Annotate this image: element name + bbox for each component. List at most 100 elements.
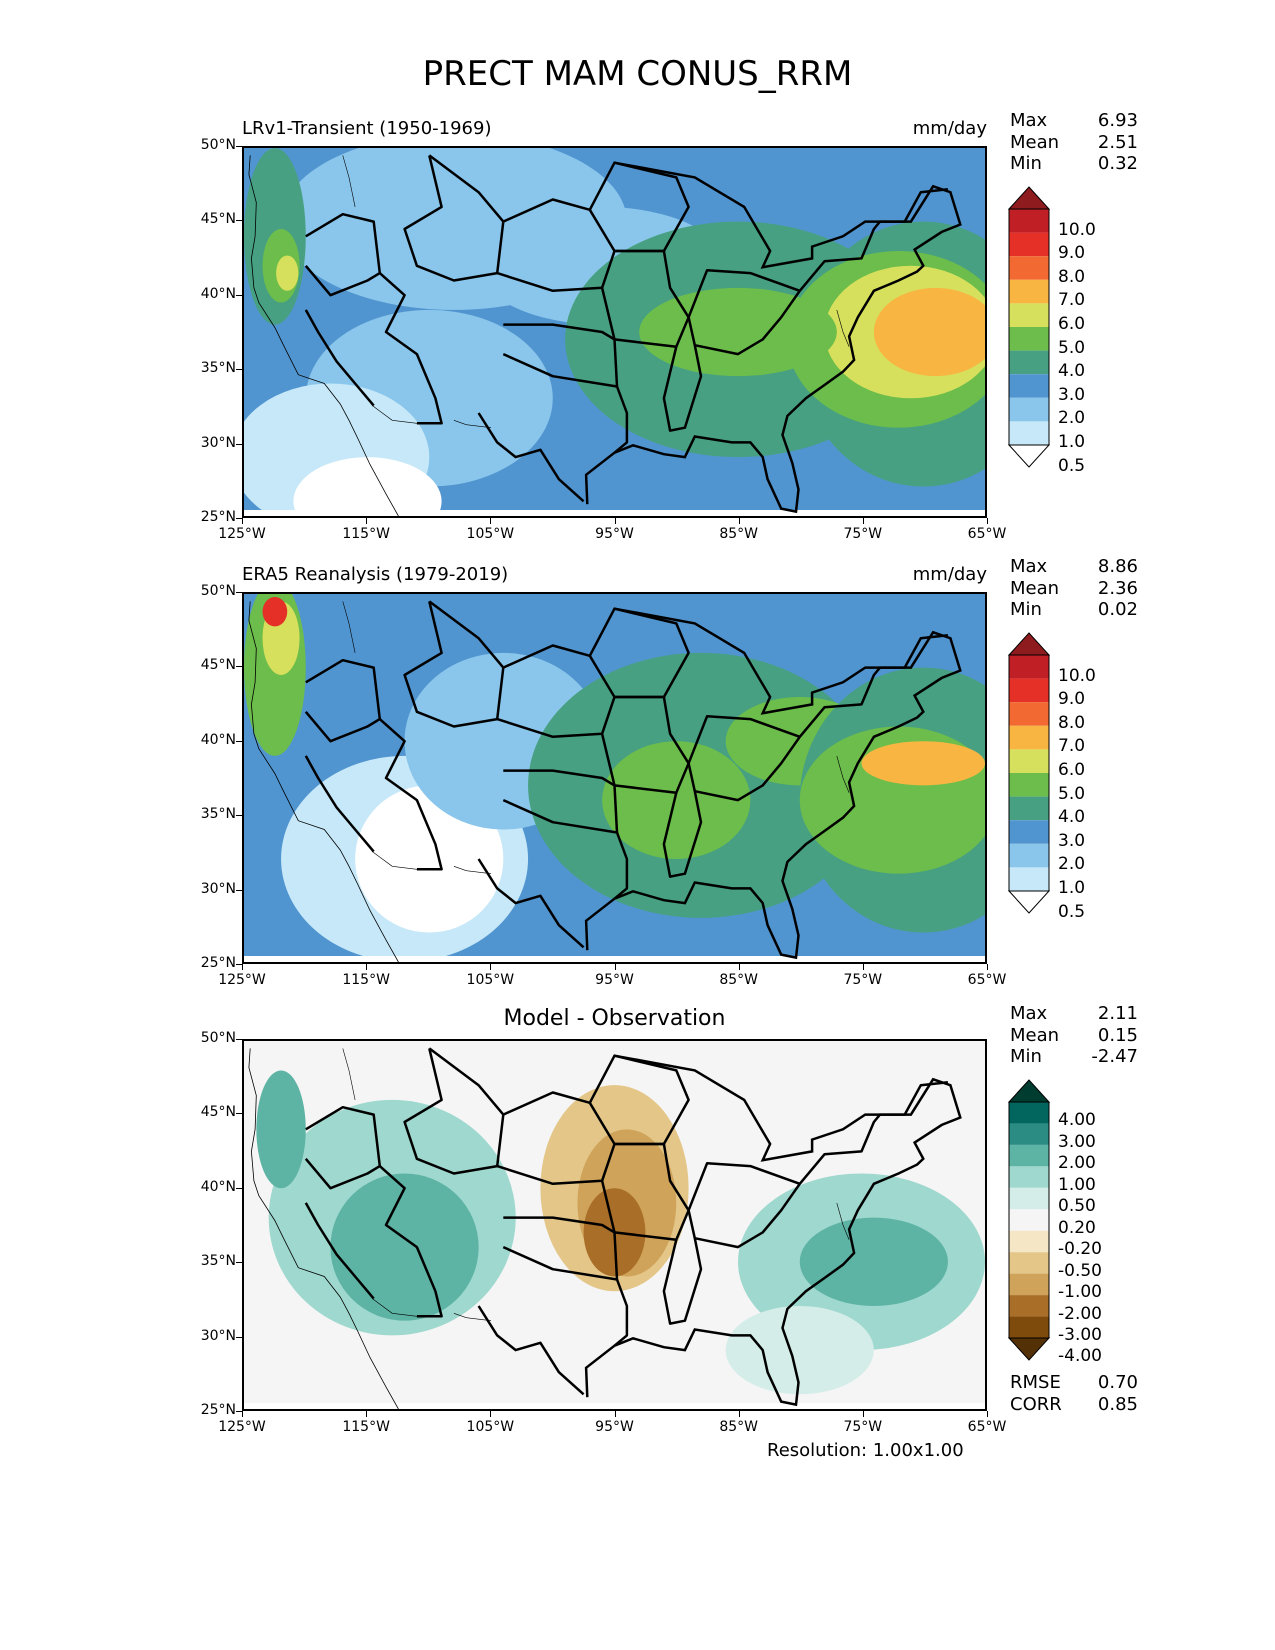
- basin-boundary: [403, 600, 505, 728]
- stat-row: Min 0.32: [1010, 153, 1138, 175]
- x-tick-label: 95°W: [595, 526, 634, 542]
- colorbar-label: 0.5: [1058, 455, 1086, 476]
- x-tick-label: 125°W: [218, 972, 266, 988]
- stat-row: Max 6.93: [1010, 110, 1138, 132]
- y-tick-mark: [236, 592, 242, 593]
- colorbar-segment: [1009, 725, 1049, 750]
- colorbar-segment: [1009, 1252, 1049, 1274]
- x-tick-label: 85°W: [719, 526, 758, 542]
- y-tick-mark: [236, 666, 242, 668]
- y-tick-mark: [236, 815, 242, 817]
- basin-boundary: [687, 268, 802, 356]
- colorbar-segment: [1009, 421, 1049, 445]
- stat-label: Max: [1010, 110, 1048, 131]
- border-line: [453, 866, 492, 874]
- colorbar: [1007, 1079, 1051, 1361]
- x-tick-mark: [738, 1411, 740, 1417]
- colorbar-label: 10.0: [1058, 219, 1096, 240]
- colorbar-segment: [1009, 327, 1049, 351]
- x-tick-label: 85°W: [719, 1419, 758, 1435]
- metric-label: RMSE: [1010, 1372, 1061, 1393]
- stat-label: Min: [1010, 599, 1042, 620]
- border-line: [453, 1313, 492, 1321]
- stat-label: Mean: [1010, 1024, 1060, 1046]
- y-tick-mark: [236, 220, 242, 222]
- contour-region: [873, 287, 985, 377]
- colorbar-segment: [1009, 1102, 1049, 1124]
- colorbar-extend-top: [1007, 186, 1051, 210]
- coastline-west: [248, 1048, 399, 1409]
- coastline-east: [584, 607, 962, 960]
- y-tick-mark: [236, 1336, 242, 1338]
- basin-boundary: [798, 633, 949, 738]
- panel-units: mm/day: [912, 564, 987, 585]
- basin-boundary: [502, 769, 619, 834]
- x-tick-mark: [242, 964, 243, 970]
- colorbar-label: 5.0: [1058, 337, 1086, 358]
- x-tick-mark: [862, 964, 864, 970]
- colorbar-label: 7.0: [1058, 290, 1086, 311]
- stat-value: 2.11: [1097, 1003, 1138, 1024]
- y-tick-mark: [236, 1262, 242, 1264]
- stats-block: Max 8.86 Mean 2.36 Min 0.02: [1010, 556, 1138, 621]
- border-line: [836, 1202, 850, 1240]
- x-tick-label: 115°W: [342, 526, 390, 542]
- stats-block: Max 6.93 Mean 2.51 Min 0.32: [1010, 110, 1138, 175]
- colorbar-svg: [1007, 186, 1051, 468]
- metrics-block: RMSE 0.70 CORR 0.85: [1010, 1372, 1138, 1415]
- basin-boundary: [378, 1165, 443, 1318]
- basin-boundary: [502, 1216, 619, 1281]
- contour-region: [799, 1217, 948, 1306]
- border-line: [342, 1048, 356, 1100]
- x-tick-label: 95°W: [595, 1419, 634, 1435]
- stat-value: 0.15: [1097, 1024, 1138, 1046]
- y-tick-label: 35°N: [200, 1253, 236, 1270]
- x-tick-mark: [366, 1411, 368, 1417]
- basin-boundary: [613, 1279, 629, 1347]
- map-svg: [244, 148, 985, 516]
- colorbar: [1007, 632, 1051, 914]
- panel-title: LRv1-Transient (1950-1969): [242, 118, 492, 139]
- y-tick-mark: [236, 1113, 242, 1115]
- colorbar-label: 2.00: [1058, 1153, 1096, 1174]
- y-tick-mark: [236, 740, 242, 742]
- x-tick-label: 105°W: [466, 972, 515, 988]
- y-tick-mark: [236, 1039, 242, 1040]
- y-tick-label: 50°N: [200, 137, 236, 153]
- stat-value: -2.47: [1091, 1046, 1138, 1067]
- basin-boundary: [403, 154, 505, 282]
- stat-value: 2.36: [1097, 577, 1138, 599]
- stat-row: Min 0.02: [1010, 599, 1138, 621]
- colorbar-segment: [1009, 1273, 1049, 1296]
- x-tick-label: 75°W: [843, 1419, 883, 1435]
- stat-value: 0.02: [1097, 599, 1138, 620]
- x-tick-mark: [366, 518, 368, 524]
- colorbar-segment: [1009, 1166, 1049, 1188]
- metric-label: CORR: [1010, 1393, 1062, 1415]
- basin-boundary: [304, 309, 375, 407]
- x-tick-mark: [366, 964, 368, 970]
- colorbar-extend-top: [1007, 1079, 1051, 1103]
- colorbar-label: 3.0: [1058, 384, 1086, 405]
- colorbar-extend-bottom: [1007, 444, 1051, 468]
- basin-boundary: [304, 658, 382, 743]
- colorbar-label: 9.0: [1058, 243, 1086, 264]
- colorbar-outline: [1008, 654, 1050, 892]
- colorbar-svg: [1007, 1079, 1051, 1361]
- basin-boundary: [687, 1161, 802, 1249]
- stat-label: Max: [1010, 1003, 1048, 1024]
- colorbar-label: 6.0: [1058, 760, 1086, 780]
- basin-boundary: [304, 1105, 382, 1190]
- colorbar-segment: [1009, 796, 1049, 821]
- border-line: [453, 420, 492, 428]
- colorbar-label: -0.50: [1058, 1260, 1102, 1281]
- colorbar-segment: [1009, 279, 1049, 304]
- y-tick-mark: [236, 1187, 242, 1189]
- contour-region: [256, 1070, 306, 1189]
- colorbar-label: 10.0: [1058, 665, 1096, 686]
- contour-region: [276, 255, 299, 291]
- colorbar-segment: [1009, 749, 1049, 773]
- colorbar-segment: [1009, 867, 1049, 891]
- colorbar-label: 3.0: [1058, 830, 1086, 851]
- colorbar-label: -0.20: [1058, 1239, 1102, 1260]
